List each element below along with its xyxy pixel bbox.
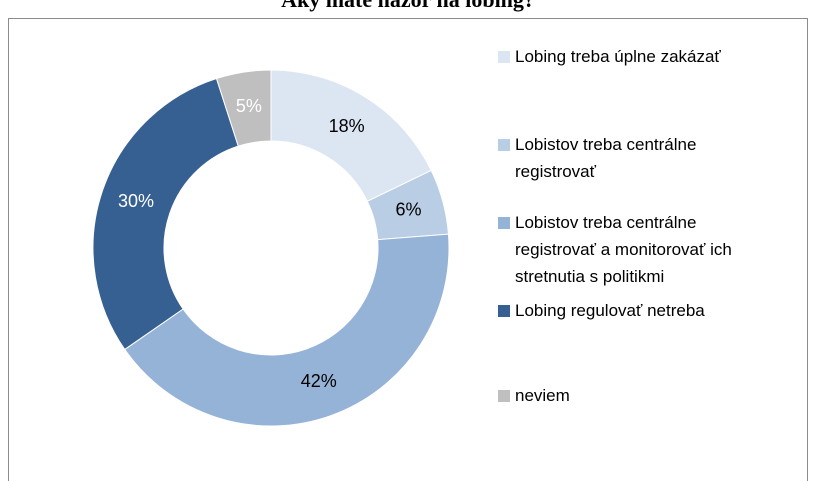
legend-item: Lobistov treba centrálne registrovať (498, 131, 777, 185)
data-label: 18% (329, 116, 365, 136)
legend-swatch (498, 51, 510, 63)
legend-item: Lobing regulovať netreba (498, 297, 777, 324)
legend-swatch (498, 139, 510, 151)
legend-item: Lobing treba úplne zakázať (498, 43, 777, 70)
legend-swatch (498, 390, 510, 402)
legend-item: neviem (498, 382, 777, 409)
legend-label: Lobistov treba centrálne registrovať (515, 135, 697, 181)
legend-swatch (498, 217, 510, 229)
data-label: 5% (236, 96, 262, 116)
chart-title: Aký máte názor na lobing? (281, 0, 535, 12)
data-label: 42% (301, 371, 337, 391)
chart-frame (8, 18, 808, 481)
donut-segment (215, 69, 272, 147)
donut-segment (92, 77, 239, 351)
legend-label: Lobing treba úplne zakázať (515, 47, 721, 66)
legend-label: Lobistov treba centrálne registrovať a m… (515, 213, 732, 286)
title-bg (220, 0, 600, 18)
data-label: 30% (118, 191, 154, 211)
data-label: 6% (396, 200, 422, 220)
legend-label: Lobing regulovať netreba (515, 301, 705, 320)
legend-swatch (498, 305, 510, 317)
legend-label: neviem (515, 386, 570, 405)
legend-item: Lobistov treba centrálne registrovať a m… (498, 209, 777, 290)
donut-segment (124, 233, 450, 427)
